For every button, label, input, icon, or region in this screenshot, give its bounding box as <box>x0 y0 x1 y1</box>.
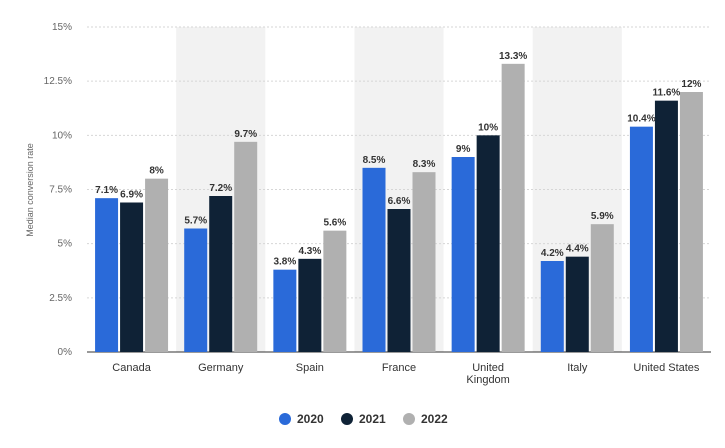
data-label: 6.9% <box>120 190 143 201</box>
data-label: 5.7% <box>184 216 207 227</box>
x-tick-label: Spain <box>296 362 324 374</box>
data-label: 3.8% <box>273 257 296 268</box>
legend-item-2021[interactable]: 2021 <box>341 412 386 426</box>
bars <box>95 63 703 353</box>
legend[interactable]: 2020 2021 2022 <box>279 412 448 426</box>
data-label: 11.6% <box>653 88 681 99</box>
bar-2020-4[interactable] <box>451 157 475 352</box>
legend-item-2020[interactable]: 2020 <box>279 412 324 426</box>
y-tick-label: 2.5% <box>49 293 72 304</box>
bar-2020-2[interactable] <box>273 269 297 352</box>
x-axis: Canada Germany Spain France United Kingdom Ita… <box>112 362 700 386</box>
data-labels: 7.1% 6.9% 8% 5.7% 7.2% 9.7% 3.8%4.3% 5.6% 8.5% 6.… <box>95 51 701 268</box>
y-axis-title: Median conversion rate <box>25 143 35 237</box>
x-tick-label: Germany <box>198 362 244 374</box>
data-label: 7.2% <box>209 183 232 194</box>
data-label: 10.4% <box>627 114 655 125</box>
y-axis: 0% 2.5% 5% 7.5% 10% 12.5% 15% <box>44 22 72 358</box>
bar-2022-2[interactable] <box>323 230 347 352</box>
bar-2022-6[interactable] <box>679 92 703 352</box>
data-label: 6.6% <box>388 196 411 207</box>
data-label: 9.7% <box>234 129 257 140</box>
bar-2020-6[interactable] <box>629 126 653 353</box>
legend-label: 2020 <box>297 412 324 426</box>
data-label: 10% <box>478 122 498 133</box>
bar-2021-6[interactable] <box>654 100 678 353</box>
x-tick-label: Canada <box>112 362 151 374</box>
bar-2021-1[interactable] <box>209 196 233 352</box>
legend-label: 2021 <box>359 412 386 426</box>
data-label: 4.2% <box>541 248 564 259</box>
bar-2022-5[interactable] <box>590 224 614 352</box>
bar-2022-3[interactable] <box>412 172 436 352</box>
data-label: 5.6% <box>323 218 346 229</box>
legend-label: 2022 <box>421 412 448 426</box>
data-label: 8.3% <box>413 159 436 170</box>
data-label: 8.5% <box>363 155 386 166</box>
bar-2020-0[interactable] <box>95 198 119 352</box>
bar-2021-4[interactable] <box>476 135 500 352</box>
x-tick-label: United Kingdom <box>466 362 509 386</box>
bar-2022-0[interactable] <box>145 178 169 352</box>
bar-2021-3[interactable] <box>387 209 411 352</box>
bar-2021-0[interactable] <box>120 202 144 353</box>
data-label: 9% <box>456 144 471 155</box>
data-label: 8% <box>149 166 164 177</box>
data-label: 4.4% <box>566 244 589 255</box>
bar-2020-3[interactable] <box>362 167 386 352</box>
bar-2020-1[interactable] <box>184 228 208 353</box>
data-label: 4.3% <box>298 246 321 257</box>
legend-marker <box>403 413 415 425</box>
y-tick-label: 15% <box>52 22 72 33</box>
bar-2020-5[interactable] <box>540 261 564 352</box>
data-label: 7.1% <box>95 185 118 196</box>
x-tick-label: France <box>382 362 416 374</box>
x-tick-label: United States <box>633 362 700 374</box>
y-tick-label: 0% <box>58 347 73 358</box>
legend-item-2022[interactable]: 2022 <box>403 412 448 426</box>
y-tick-label: 7.5% <box>49 185 72 196</box>
bar-2021-5[interactable] <box>565 256 589 352</box>
y-tick-label: 10% <box>52 130 72 141</box>
x-tick-label: Italy <box>567 362 588 374</box>
bar-2022-4[interactable] <box>501 63 525 352</box>
y-tick-label: 5% <box>58 239 73 250</box>
data-label: 5.9% <box>591 211 614 222</box>
legend-marker <box>341 413 353 425</box>
bar-2021-2[interactable] <box>298 258 322 352</box>
data-label: 13.3% <box>499 51 527 62</box>
legend-marker <box>279 413 291 425</box>
bar-2022-1[interactable] <box>234 141 258 352</box>
data-label: 12% <box>681 79 701 90</box>
y-tick-label: 12.5% <box>44 76 72 87</box>
